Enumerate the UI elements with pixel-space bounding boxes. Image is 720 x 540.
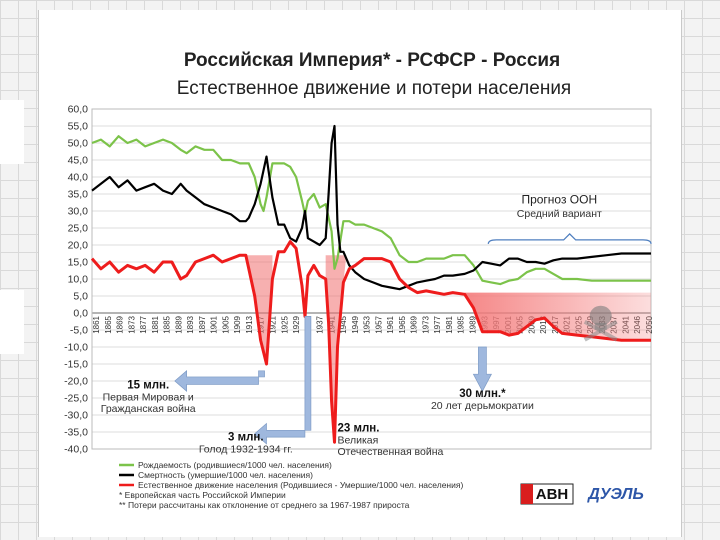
y-tick-label: 0,0: [73, 308, 88, 320]
arrow-famine: [254, 316, 312, 445]
x-tick-label: 1929: [292, 315, 301, 333]
y-tick-label: -30,0: [64, 410, 88, 422]
y-tick-label: 45,0: [68, 155, 89, 167]
x-tick-label: 1865: [104, 315, 113, 333]
loss-description: Великая: [337, 434, 378, 446]
footnote: * Европейская часть Российской Империи: [119, 490, 286, 500]
y-tick-label: -25,0: [64, 393, 88, 405]
x-tick-label: 1973: [421, 315, 430, 333]
population-chart: Российская Империя* - РСФСР - Россия Ест…: [64, 50, 654, 511]
forecast-subtitle: Средний вариант: [517, 208, 602, 220]
plot-border: [91, 108, 652, 450]
y-tick-label: -35,0: [64, 427, 88, 439]
x-tick-label: 1873: [127, 315, 136, 333]
crossbone: [583, 320, 618, 342]
y-tick-label: -5,0: [70, 325, 88, 337]
y-tick-label: 55,0: [68, 121, 89, 133]
y-tick-label: 30,0: [68, 206, 89, 218]
arrow-modern: [472, 346, 492, 392]
x-tick-label: 1937: [316, 315, 325, 333]
x-tick-label: 1921: [268, 315, 277, 333]
loss-description: Первая Мировая и: [103, 391, 194, 403]
y-tick-label: 20,0: [68, 240, 89, 252]
x-tick-label: 1909: [233, 315, 242, 333]
x-tick-label: 1901: [210, 315, 219, 333]
x-tick-label: 1957: [374, 315, 383, 333]
loss-description: Гражданская война: [101, 403, 196, 415]
x-tick-label: 1985: [457, 315, 466, 333]
chart-subtitle: Естественное движение и потери населения: [177, 78, 571, 99]
x-tick-label: 1969: [410, 315, 419, 333]
duel-logo-text: ДУЭЛЬ: [586, 486, 644, 503]
x-tick-label: 1913: [245, 315, 254, 333]
y-tick-label: -20,0: [64, 376, 88, 388]
x-tick-label: 1877: [139, 315, 148, 333]
x-tick-label: 1977: [433, 315, 442, 333]
legend-item: Рождаемость (родившиеся/1000 чел. населе…: [138, 460, 332, 470]
y-tick-label: -15,0: [64, 359, 88, 371]
avn-logo-mark: [521, 484, 533, 504]
arrow-ww1: [174, 370, 265, 392]
y-tick-label: -40,0: [64, 444, 88, 456]
y-tick-label: 40,0: [68, 172, 89, 184]
x-tick-label: 1949: [351, 315, 360, 333]
slide: Российская Империя* - РСФСР - Россия Ест…: [38, 10, 682, 537]
avn-logo-text: АВН: [536, 486, 569, 503]
x-tick-label: 1981: [445, 315, 454, 333]
skull-jaw: [594, 322, 607, 330]
x-tick-label: 1889: [174, 315, 183, 333]
loss-description: Отечественная война: [337, 446, 443, 458]
x-tick-label: 1925: [280, 315, 289, 333]
footnote: ** Потери рассчитаны как отклонение от с…: [119, 500, 410, 510]
loss-label: 23 млн.: [337, 422, 379, 434]
forecast-bracket: [487, 232, 652, 244]
plot-area: 60,0 55,0 50,0 45,0 40,0 35,0 30,0 25,0 20,0 15,0…: [64, 104, 654, 511]
x-tick-label: 1885: [163, 315, 172, 333]
loss-description: Голод 1932-1934 гг.: [199, 444, 293, 456]
loss-label: 30 млн.*: [459, 388, 506, 400]
x-tick-label: 2013: [539, 315, 548, 333]
y-tick-label: 50,0: [68, 138, 89, 150]
skull-icon: [589, 305, 612, 326]
y-tick-label: 25,0: [68, 223, 89, 235]
loss-label: 15 млн.: [127, 379, 169, 391]
y-tick-label: 15,0: [68, 257, 89, 269]
x-tick-label: 1893: [186, 315, 195, 333]
y-tick-label: 35,0: [68, 189, 89, 201]
x-tick-label: 1961: [386, 315, 395, 333]
legend-item: Естественное движение населения (Родивши…: [138, 480, 463, 490]
loss-description: 20 лет дерьмократии: [431, 400, 534, 412]
y-tick-label: 10,0: [68, 274, 89, 286]
x-tick-label: 1869: [116, 315, 125, 333]
x-tick-label: 1989: [469, 315, 478, 333]
x-tick-label: 1897: [198, 315, 207, 333]
x-tick-label: 1905: [221, 315, 230, 333]
loss-label: 3 млн.: [228, 432, 264, 444]
series-line-1: [91, 135, 651, 286]
legend-item: Смертность (умершие/1000 чел. населения): [138, 470, 313, 480]
forecast-title: Прогноз ООН: [521, 193, 597, 207]
series-line-2: [91, 124, 651, 291]
x-tick-label: 1965: [398, 315, 407, 333]
x-tick-label: 1953: [363, 315, 372, 333]
y-tick-label: -10,0: [64, 342, 88, 354]
y-tick-label: 5,0: [73, 291, 88, 303]
y-tick-label: 60,0: [68, 104, 89, 116]
chart-title: Российская Империя* - РСФСР - Россия: [184, 50, 560, 71]
x-tick-label: 1881: [151, 315, 160, 333]
x-tick-label: 1861: [92, 315, 101, 333]
series-line-3: [90, 240, 651, 444]
x-tick-label: 1945: [339, 315, 348, 333]
